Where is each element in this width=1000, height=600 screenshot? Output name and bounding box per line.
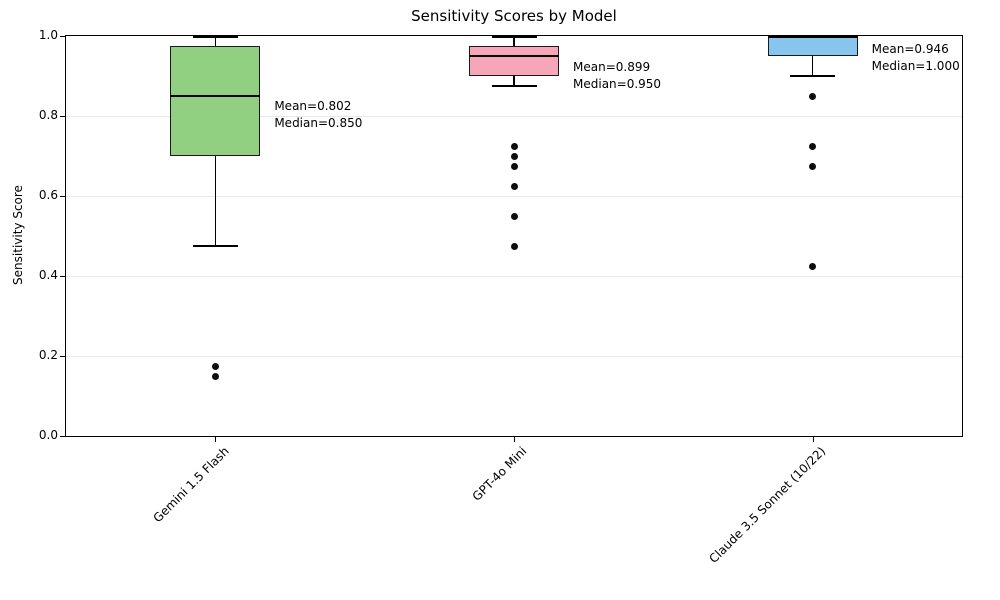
whisker-line bbox=[214, 36, 217, 46]
outlier-point bbox=[510, 162, 518, 170]
boxplot-box bbox=[170, 46, 261, 156]
y-tick-mark bbox=[60, 356, 65, 357]
plot-area: Mean=0.802 Median=0.850 Mean=0.899 Median=0… bbox=[65, 35, 963, 437]
x-tick-mark bbox=[812, 437, 814, 442]
stats-annotation: Mean=0.946 Median=1.000 bbox=[872, 41, 960, 75]
outlier-point bbox=[510, 152, 518, 160]
whisker-cap bbox=[491, 85, 537, 87]
median-label: Median=1.000 bbox=[871, 58, 960, 73]
outlier-point bbox=[510, 182, 518, 190]
y-tick-mark bbox=[60, 116, 65, 117]
whisker-cap bbox=[192, 245, 238, 247]
mean-label: Mean=0.946 bbox=[871, 41, 949, 56]
outlier-point bbox=[809, 162, 817, 170]
outlier-point bbox=[510, 242, 518, 250]
gridline bbox=[66, 115, 962, 117]
x-tick-mark bbox=[514, 437, 515, 442]
stats-annotation: Mean=0.899 Median=0.950 bbox=[573, 59, 661, 93]
stats-annotation: Mean=0.802 Median=0.850 bbox=[274, 98, 362, 132]
whisker-line bbox=[214, 156, 217, 246]
gridline bbox=[66, 355, 962, 357]
y-tick-label: 0.0 bbox=[38, 428, 58, 442]
y-tick-mark bbox=[60, 196, 65, 197]
y-tick-mark bbox=[60, 276, 65, 277]
outlier-point bbox=[510, 142, 518, 150]
outlier-point bbox=[809, 92, 817, 100]
y-tick-label: 0.6 bbox=[38, 188, 58, 202]
boxplot-box bbox=[469, 46, 559, 76]
whisker-cap bbox=[192, 36, 238, 38]
y-tick-mark bbox=[60, 36, 65, 37]
mean-label: Mean=0.899 bbox=[573, 60, 651, 75]
median-label: Median=0.950 bbox=[573, 77, 662, 92]
outlier-point bbox=[809, 142, 817, 150]
mean-label: Mean=0.802 bbox=[274, 99, 352, 114]
whisker-cap bbox=[491, 36, 537, 38]
median-line bbox=[469, 55, 559, 57]
gridline bbox=[66, 195, 962, 197]
median-line bbox=[767, 36, 858, 38]
y-tick-label: 0.4 bbox=[38, 268, 58, 282]
gridline bbox=[66, 275, 962, 277]
x-axis-category-label: Gemini 1.5 Flash bbox=[150, 444, 232, 526]
whisker-line bbox=[513, 76, 515, 86]
y-tick-label: 0.8 bbox=[38, 108, 58, 122]
whisker-cap bbox=[790, 75, 836, 77]
outlier-point bbox=[211, 372, 219, 380]
whisker-line bbox=[513, 36, 515, 46]
whisker-line bbox=[811, 56, 814, 76]
median-line bbox=[170, 95, 261, 97]
x-tick-mark bbox=[215, 437, 217, 442]
outlier-point bbox=[510, 212, 518, 220]
median-label: Median=0.850 bbox=[274, 116, 363, 131]
x-axis-category-label: GPT-4o Mini bbox=[470, 444, 530, 504]
y-tick-mark bbox=[60, 436, 65, 437]
outlier-point bbox=[211, 362, 219, 370]
chart-title: Sensitivity Scores by Model bbox=[411, 7, 617, 25]
y-tick-label: 0.2 bbox=[38, 348, 58, 362]
outlier-point bbox=[809, 262, 817, 270]
y-tick-label: 1.0 bbox=[38, 28, 58, 42]
boxplot-box bbox=[767, 36, 858, 56]
x-axis-category-label: Claude 3.5 Sonnet (10/22) bbox=[706, 444, 829, 566]
